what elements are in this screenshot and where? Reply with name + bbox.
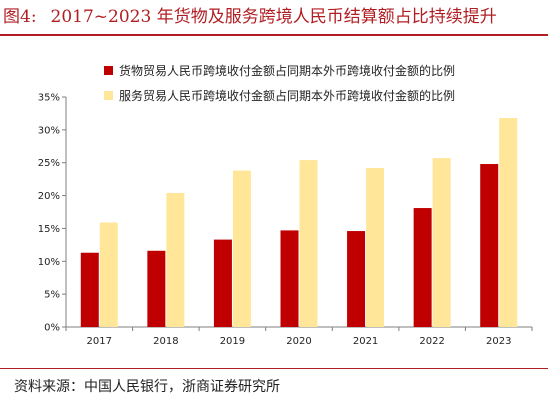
x-tick-label: 2020	[286, 336, 311, 347]
x-tick-label: 2021	[353, 336, 378, 347]
legend-label-goods: 货物贸易人民币跨境收付金额占同期本外币跨境收付金额的比例	[119, 64, 456, 78]
y-tick-label: 20%	[38, 191, 60, 202]
chart-bars	[80, 118, 518, 328]
y-tick-label: 30%	[38, 125, 60, 136]
legend-item-goods: 货物贸易人民币跨境收付金额占同期本外币跨境收付金额的比例	[104, 58, 455, 83]
bar-services	[432, 158, 451, 327]
x-tick-label: 2018	[153, 336, 178, 347]
figure-source: 资料来源：中国人民银行，浙商证券研究所	[14, 379, 280, 395]
x-tick-label: 2019	[220, 336, 245, 347]
chart-axes	[62, 96, 533, 331]
y-tick-label: 35%	[38, 93, 60, 104]
bar-services	[366, 167, 385, 327]
bar-goods	[280, 230, 299, 327]
x-tick-label: 2022	[419, 336, 444, 347]
y-tick-label: 5%	[44, 290, 60, 301]
figure-title: 图4: 2017~2023 年货物及服务跨境人民币结算额占比持续提升	[3, 2, 545, 32]
legend-label-services: 服务贸易人民币跨境收付金额占同期本外币跨境收付金额的比例	[119, 89, 456, 103]
source-rule	[0, 368, 548, 369]
x-tick-label: 2017	[87, 336, 112, 347]
bar-services	[99, 222, 118, 327]
chart-legend: 货物贸易人民币跨境收付金额占同期本外币跨境收付金额的比例 服务贸易人民币跨境收付…	[104, 58, 455, 108]
y-tick-label: 15%	[38, 224, 60, 235]
x-tick-label: 2023	[486, 336, 511, 347]
bar-goods	[480, 164, 499, 327]
y-tick-label: 25%	[38, 158, 60, 169]
bar-goods	[413, 208, 432, 327]
title-rule	[0, 34, 548, 36]
bar-goods	[147, 250, 166, 327]
y-tick-label: 10%	[38, 257, 60, 268]
bar-services	[299, 160, 318, 327]
bar-services	[232, 170, 251, 327]
bar-services	[499, 118, 518, 328]
figure-label: 图4:	[3, 7, 37, 27]
bar-services	[166, 192, 185, 327]
legend-swatch-goods	[104, 66, 113, 75]
figure-title-text: 2017~2023 年货物及服务跨境人民币结算额占比持续提升	[50, 7, 497, 27]
y-tick-label: 0%	[44, 323, 60, 334]
legend-swatch-services	[104, 91, 113, 100]
legend-item-services: 服务贸易人民币跨境收付金额占同期本外币跨境收付金额的比例	[104, 83, 455, 108]
bar-goods	[213, 239, 232, 327]
bar-goods	[80, 252, 99, 327]
chart-ticks: 0% 5% 10% 15% 20% 25% 30% 35% 2017 2018 2019 2020 20…	[38, 93, 512, 348]
bar-goods	[347, 231, 366, 327]
